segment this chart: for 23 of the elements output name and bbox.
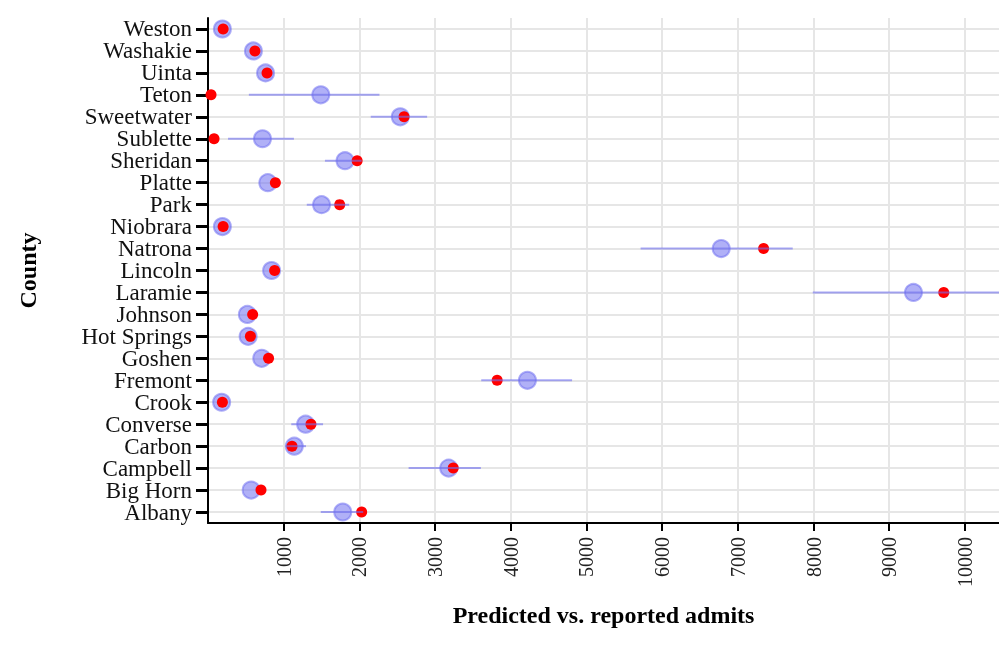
x-tick-label: 9000 — [878, 537, 901, 577]
point — [938, 286, 950, 298]
x-tick-label: 5000 — [575, 537, 598, 577]
x-tick-label: 10000 — [953, 537, 976, 587]
point — [356, 506, 368, 518]
point — [269, 177, 281, 189]
point — [205, 89, 217, 101]
x-tick-label: 2000 — [348, 537, 371, 577]
x-tick-label: 1000 — [272, 537, 295, 577]
point — [263, 352, 275, 364]
x-tick-label: 4000 — [499, 537, 522, 577]
x-tick-label: 3000 — [424, 537, 447, 577]
point — [334, 199, 346, 211]
x-tick-label: 7000 — [726, 537, 749, 577]
point — [255, 484, 267, 496]
point — [351, 155, 363, 167]
x-tick-label: 6000 — [651, 537, 674, 577]
point — [208, 133, 220, 145]
x-axis-title: Predicted vs. reported admits — [452, 602, 755, 628]
point — [758, 243, 770, 255]
x-tick-label: 8000 — [802, 537, 825, 577]
y-axis-title: County — [15, 232, 41, 309]
point — [491, 374, 503, 386]
